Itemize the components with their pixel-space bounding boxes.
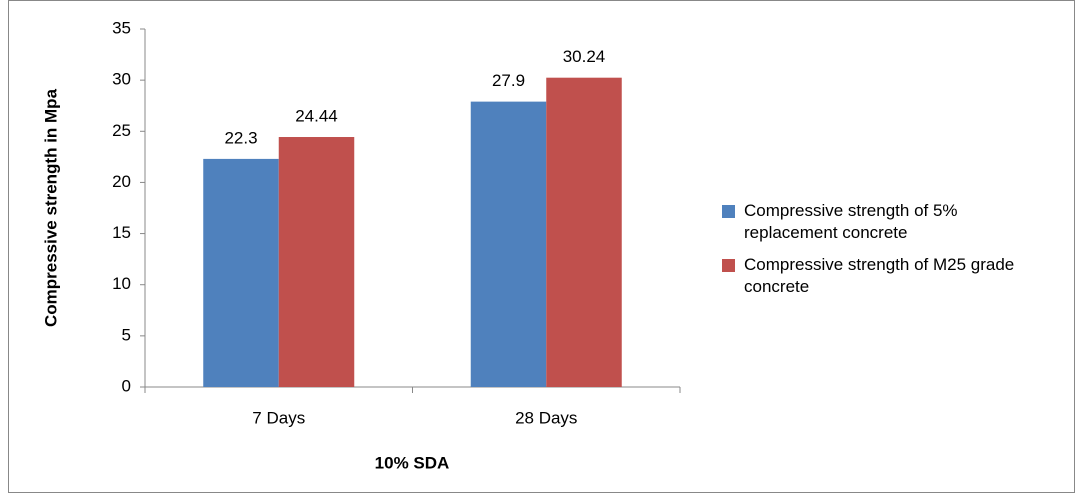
y-tick-label: 10 bbox=[112, 274, 131, 293]
x-axis-title: 10% SDA bbox=[375, 453, 450, 472]
bar bbox=[546, 77, 622, 388]
x-tick-label: 28 Days bbox=[515, 408, 577, 427]
legend-swatch bbox=[722, 259, 735, 272]
y-axis-title: Compressive strength in Mpa bbox=[41, 88, 60, 327]
y-tick-label: 5 bbox=[122, 325, 131, 344]
y-tick-label: 30 bbox=[112, 70, 131, 89]
y-tick-label: 15 bbox=[112, 223, 131, 242]
bar bbox=[470, 101, 547, 387]
legend-item: Compressive strength of M25 grade concre… bbox=[720, 254, 1050, 298]
y-tick-label: 35 bbox=[112, 18, 131, 37]
bar bbox=[278, 137, 355, 387]
y-tick-label: 0 bbox=[122, 376, 131, 395]
y-tick-label: 20 bbox=[112, 172, 131, 191]
data-label: 24.44 bbox=[295, 106, 338, 125]
legend-label: Compressive strength of 5% replacement c… bbox=[744, 201, 958, 242]
data-label: 27.9 bbox=[492, 71, 525, 90]
data-label: 22.3 bbox=[224, 128, 257, 147]
bar bbox=[203, 158, 279, 387]
legend: Compressive strength of 5% replacement c… bbox=[720, 200, 1050, 308]
legend-swatch bbox=[722, 205, 735, 218]
y-tick-label: 25 bbox=[112, 121, 131, 140]
legend-item: Compressive strength of 5% replacement c… bbox=[720, 200, 1050, 244]
legend-label: Compressive strength of M25 grade concre… bbox=[744, 255, 1015, 296]
x-tick-label: 7 Days bbox=[252, 408, 305, 427]
data-label: 30.24 bbox=[563, 47, 606, 66]
